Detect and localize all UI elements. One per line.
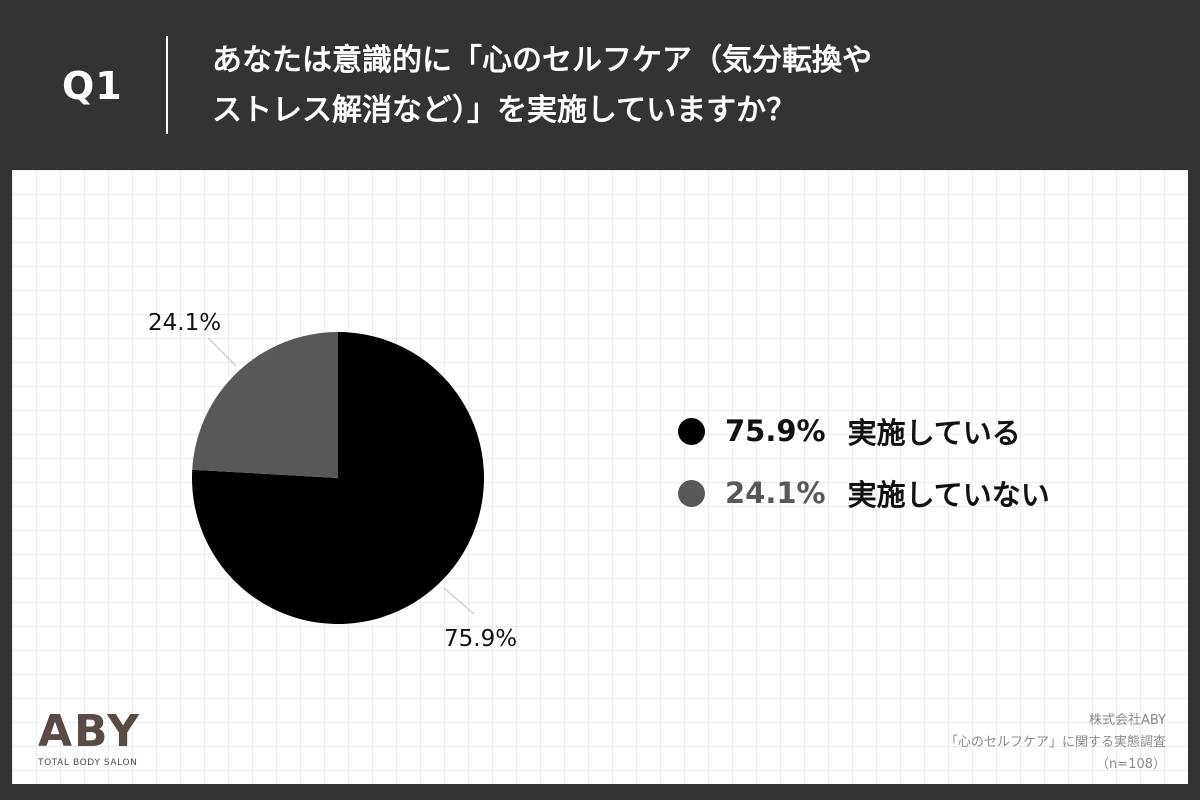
aby-logo: ABY TOTAL BODY SALON bbox=[38, 706, 158, 768]
legend-item-implemented: 75.9% 実施している bbox=[678, 400, 1050, 462]
leader-line-not-implemented bbox=[207, 337, 237, 367]
header-divider bbox=[166, 36, 168, 134]
data-label-implemented: 75.9% bbox=[444, 626, 517, 652]
data-label-not-implemented: 24.1% bbox=[148, 310, 221, 336]
legend-label-not-implemented: 実施していない bbox=[847, 478, 1050, 512]
source-survey: 「心のセルフケア」に関する実態調査 bbox=[944, 735, 1166, 750]
legend-value-implemented: 75.9% bbox=[725, 414, 826, 448]
pie-slice-not-implemented bbox=[192, 332, 338, 478]
pie-chart: 75.9% 24.1% bbox=[148, 310, 517, 652]
question-line-1: あなたは意識的に「心のセルフケア（気分転換や bbox=[212, 43, 872, 78]
legend-value-not-implemented: 24.1% bbox=[725, 476, 826, 510]
leader-line-implemented bbox=[443, 587, 475, 615]
question-line-2: ストレス解消など）」を実施していますか？ bbox=[212, 93, 797, 128]
logo-subtitle: TOTAL BODY SALON bbox=[38, 758, 138, 768]
question-number: Q1 bbox=[62, 64, 123, 108]
legend-label-implemented: 実施している bbox=[847, 416, 1021, 450]
legend-item-not-implemented: 24.1% 実施していない bbox=[678, 462, 1050, 524]
logo-mark: ABY bbox=[38, 706, 142, 757]
source-sample: （n=108） bbox=[1096, 757, 1166, 772]
legend-marker-not-implemented bbox=[678, 479, 705, 507]
chart-legend: 75.9% 実施している 24.1% 実施していない bbox=[678, 400, 1050, 524]
header: Q1 あなたは意識的に「心のセルフケア（気分転換や ストレス解消など）」を実施し… bbox=[0, 0, 1200, 170]
chart-panel: 75.9% 24.1% 75.9% 実施している 24.1% 実施していない bbox=[12, 170, 1188, 784]
question-text: あなたは意識的に「心のセルフケア（気分転換や ストレス解消など）」を実施していま… bbox=[212, 36, 1172, 136]
source-note: 株式会社ABY 「心のセルフケア」に関する実態調査 （n=108） bbox=[945, 710, 1166, 776]
source-company: 株式会社ABY bbox=[1088, 713, 1166, 728]
legend-marker-implemented bbox=[678, 417, 705, 445]
